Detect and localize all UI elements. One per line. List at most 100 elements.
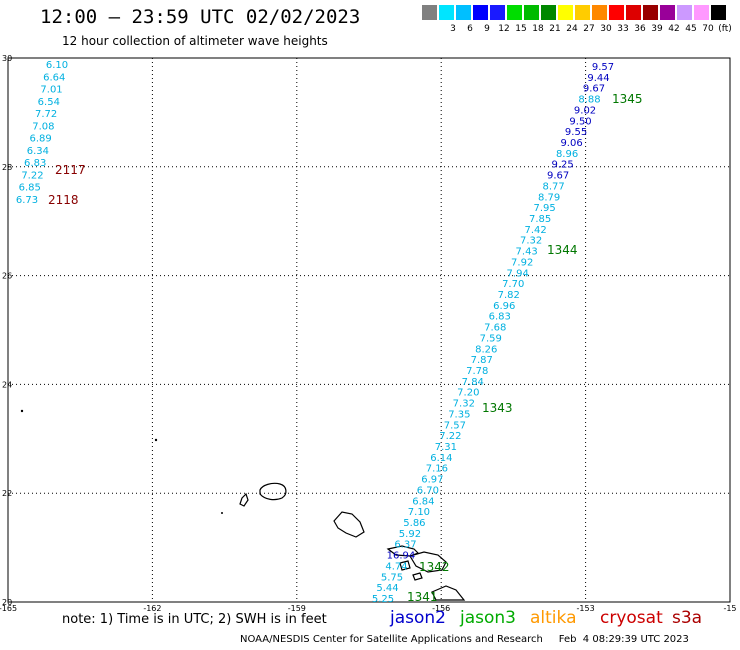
track-east: 9.579.449.678.889.029.509.559.068.969.25… bbox=[372, 62, 643, 605]
wave-height-label: 6.97 bbox=[421, 475, 443, 486]
wave-height-label: 7.87 bbox=[471, 355, 493, 366]
lat-tick-label: 30 bbox=[2, 54, 12, 63]
legend-swatch bbox=[711, 5, 726, 20]
time-label: 2117 bbox=[55, 163, 86, 177]
wave-height-label: 7.20 bbox=[457, 388, 479, 399]
legend-label: 30 bbox=[600, 24, 612, 34]
legend-label: 27 bbox=[583, 24, 595, 34]
wave-height-label: 6.54 bbox=[38, 97, 60, 108]
wave-height-label: 7.68 bbox=[484, 323, 506, 334]
footer-credit: NOAA/NESDIS Center for Satellite Applica… bbox=[240, 634, 689, 645]
wave-height-label: 7.01 bbox=[40, 85, 62, 96]
legend-swatch bbox=[558, 5, 573, 20]
wave-height-label: 7.85 bbox=[529, 214, 551, 225]
wave-height-label: 9.50 bbox=[569, 116, 591, 127]
legend-swatch bbox=[439, 5, 454, 20]
wave-height-label: 8.77 bbox=[542, 181, 564, 192]
legend-label: 36 bbox=[634, 24, 646, 34]
legend-swatch bbox=[592, 5, 607, 20]
wave-height-label: 7.94 bbox=[507, 268, 529, 279]
wave-height-label: 9.67 bbox=[583, 84, 605, 95]
legend-label: 45 bbox=[685, 24, 697, 34]
legend-swatch bbox=[490, 5, 505, 20]
wave-height-label: 9.55 bbox=[565, 127, 587, 138]
wave-height-label: 6.34 bbox=[27, 146, 49, 157]
track-west: 6.106.64 7.016.547.727.08 6.896.346.837.22… bbox=[16, 60, 86, 207]
legend-swatch bbox=[575, 5, 590, 20]
wave-height-label: 7.95 bbox=[533, 203, 555, 214]
satellite-s3a: s3a bbox=[672, 608, 703, 628]
island-dot-2 bbox=[154, 438, 158, 442]
island-dot-1 bbox=[20, 409, 24, 413]
legend-label: 12 bbox=[498, 24, 510, 34]
island-molokai bbox=[386, 545, 420, 557]
wave-height-label: 9.25 bbox=[551, 160, 573, 171]
legend-label: 42 bbox=[668, 24, 680, 34]
lon-tick-label: -156 bbox=[432, 604, 450, 613]
wave-height-label: 7.16 bbox=[426, 464, 448, 475]
wave-height-label: 7.57 bbox=[444, 420, 466, 431]
wave-height-label: 4.74 bbox=[385, 561, 407, 572]
satellite-cryosat: cryosat bbox=[600, 608, 663, 628]
legend-label: 21 bbox=[549, 24, 561, 34]
satellite-jason2: jason2 bbox=[390, 608, 446, 628]
wave-height-label: 6.73 bbox=[16, 195, 38, 206]
lon-tick-label: -165 bbox=[0, 604, 17, 613]
map-grid bbox=[7, 57, 731, 603]
lat-tick-label: 22 bbox=[2, 489, 12, 498]
legend-label: 39 bbox=[651, 24, 663, 34]
lat-tick-label: 20 bbox=[2, 598, 12, 607]
legend-swatch bbox=[660, 5, 675, 20]
wave-height-label: 6.37 bbox=[394, 540, 416, 551]
legend-label: 15 bbox=[515, 24, 527, 34]
island-kahoolawe bbox=[412, 572, 423, 581]
wave-height-label: 7.82 bbox=[498, 290, 520, 301]
wave-height-label: 7.70 bbox=[502, 279, 524, 290]
lon-tick-label: -162 bbox=[143, 604, 161, 613]
legend-swatch bbox=[524, 5, 539, 20]
wave-height-label: 5.25 bbox=[372, 594, 394, 605]
wave-height-label: 6.70 bbox=[417, 485, 439, 496]
lon-tick-label: -159 bbox=[288, 604, 306, 613]
wave-height-label: 6.85 bbox=[19, 183, 41, 194]
lon-tick-label: -15 bbox=[723, 604, 736, 613]
wave-height-label: 8.79 bbox=[538, 192, 560, 203]
wave-height-label: 9.57 bbox=[592, 62, 614, 73]
wave-height-label: 16.94 bbox=[387, 551, 416, 562]
wave-height-label: 7.31 bbox=[435, 442, 457, 453]
lat-tick-label: 28 bbox=[2, 163, 12, 172]
wave-height-label: 6.14 bbox=[430, 453, 452, 464]
legend-swatch bbox=[694, 5, 709, 20]
lat-tick-label: 24 bbox=[2, 380, 12, 389]
legend-swatch bbox=[473, 5, 488, 20]
island-lanai bbox=[399, 560, 411, 571]
legend-swatch bbox=[677, 5, 692, 20]
legend-swatch bbox=[541, 5, 556, 20]
wave-height-label: 8.88 bbox=[578, 95, 600, 106]
legend-swatch bbox=[422, 5, 437, 20]
legend-label: 9 bbox=[484, 24, 490, 34]
wave-height-label: 7.43 bbox=[516, 247, 538, 258]
islands bbox=[20, 409, 466, 601]
wave-height-label: 9.44 bbox=[587, 73, 609, 84]
legend-unit: (ft) bbox=[718, 24, 732, 34]
time-label: 1343 bbox=[482, 401, 513, 415]
legend-swatch bbox=[609, 5, 624, 20]
wave-height-label: 7.84 bbox=[462, 377, 484, 388]
wave-height-label: 6.64 bbox=[43, 72, 65, 83]
legend-label: 33 bbox=[617, 24, 629, 34]
lon-tick-label: -153 bbox=[577, 604, 595, 613]
wave-height-label: 6.96 bbox=[493, 301, 515, 312]
satellite-jason3: jason3 bbox=[460, 608, 516, 628]
wave-height-label: 7.22 bbox=[439, 431, 461, 442]
page-subtitle: 12 hour collection of altimeter wave hei… bbox=[62, 34, 328, 48]
wave-height-label: 5.44 bbox=[376, 583, 398, 594]
wave-height-label: 7.78 bbox=[466, 366, 488, 377]
wave-height-label: 6.83 bbox=[24, 158, 46, 169]
time-label: 1341 bbox=[407, 590, 438, 604]
wave-height-label: 8.26 bbox=[475, 344, 497, 355]
legend-swatch bbox=[507, 5, 522, 20]
legend-swatch bbox=[456, 5, 471, 20]
island-maui bbox=[409, 551, 447, 573]
wave-height-label: 7.22 bbox=[21, 170, 43, 181]
